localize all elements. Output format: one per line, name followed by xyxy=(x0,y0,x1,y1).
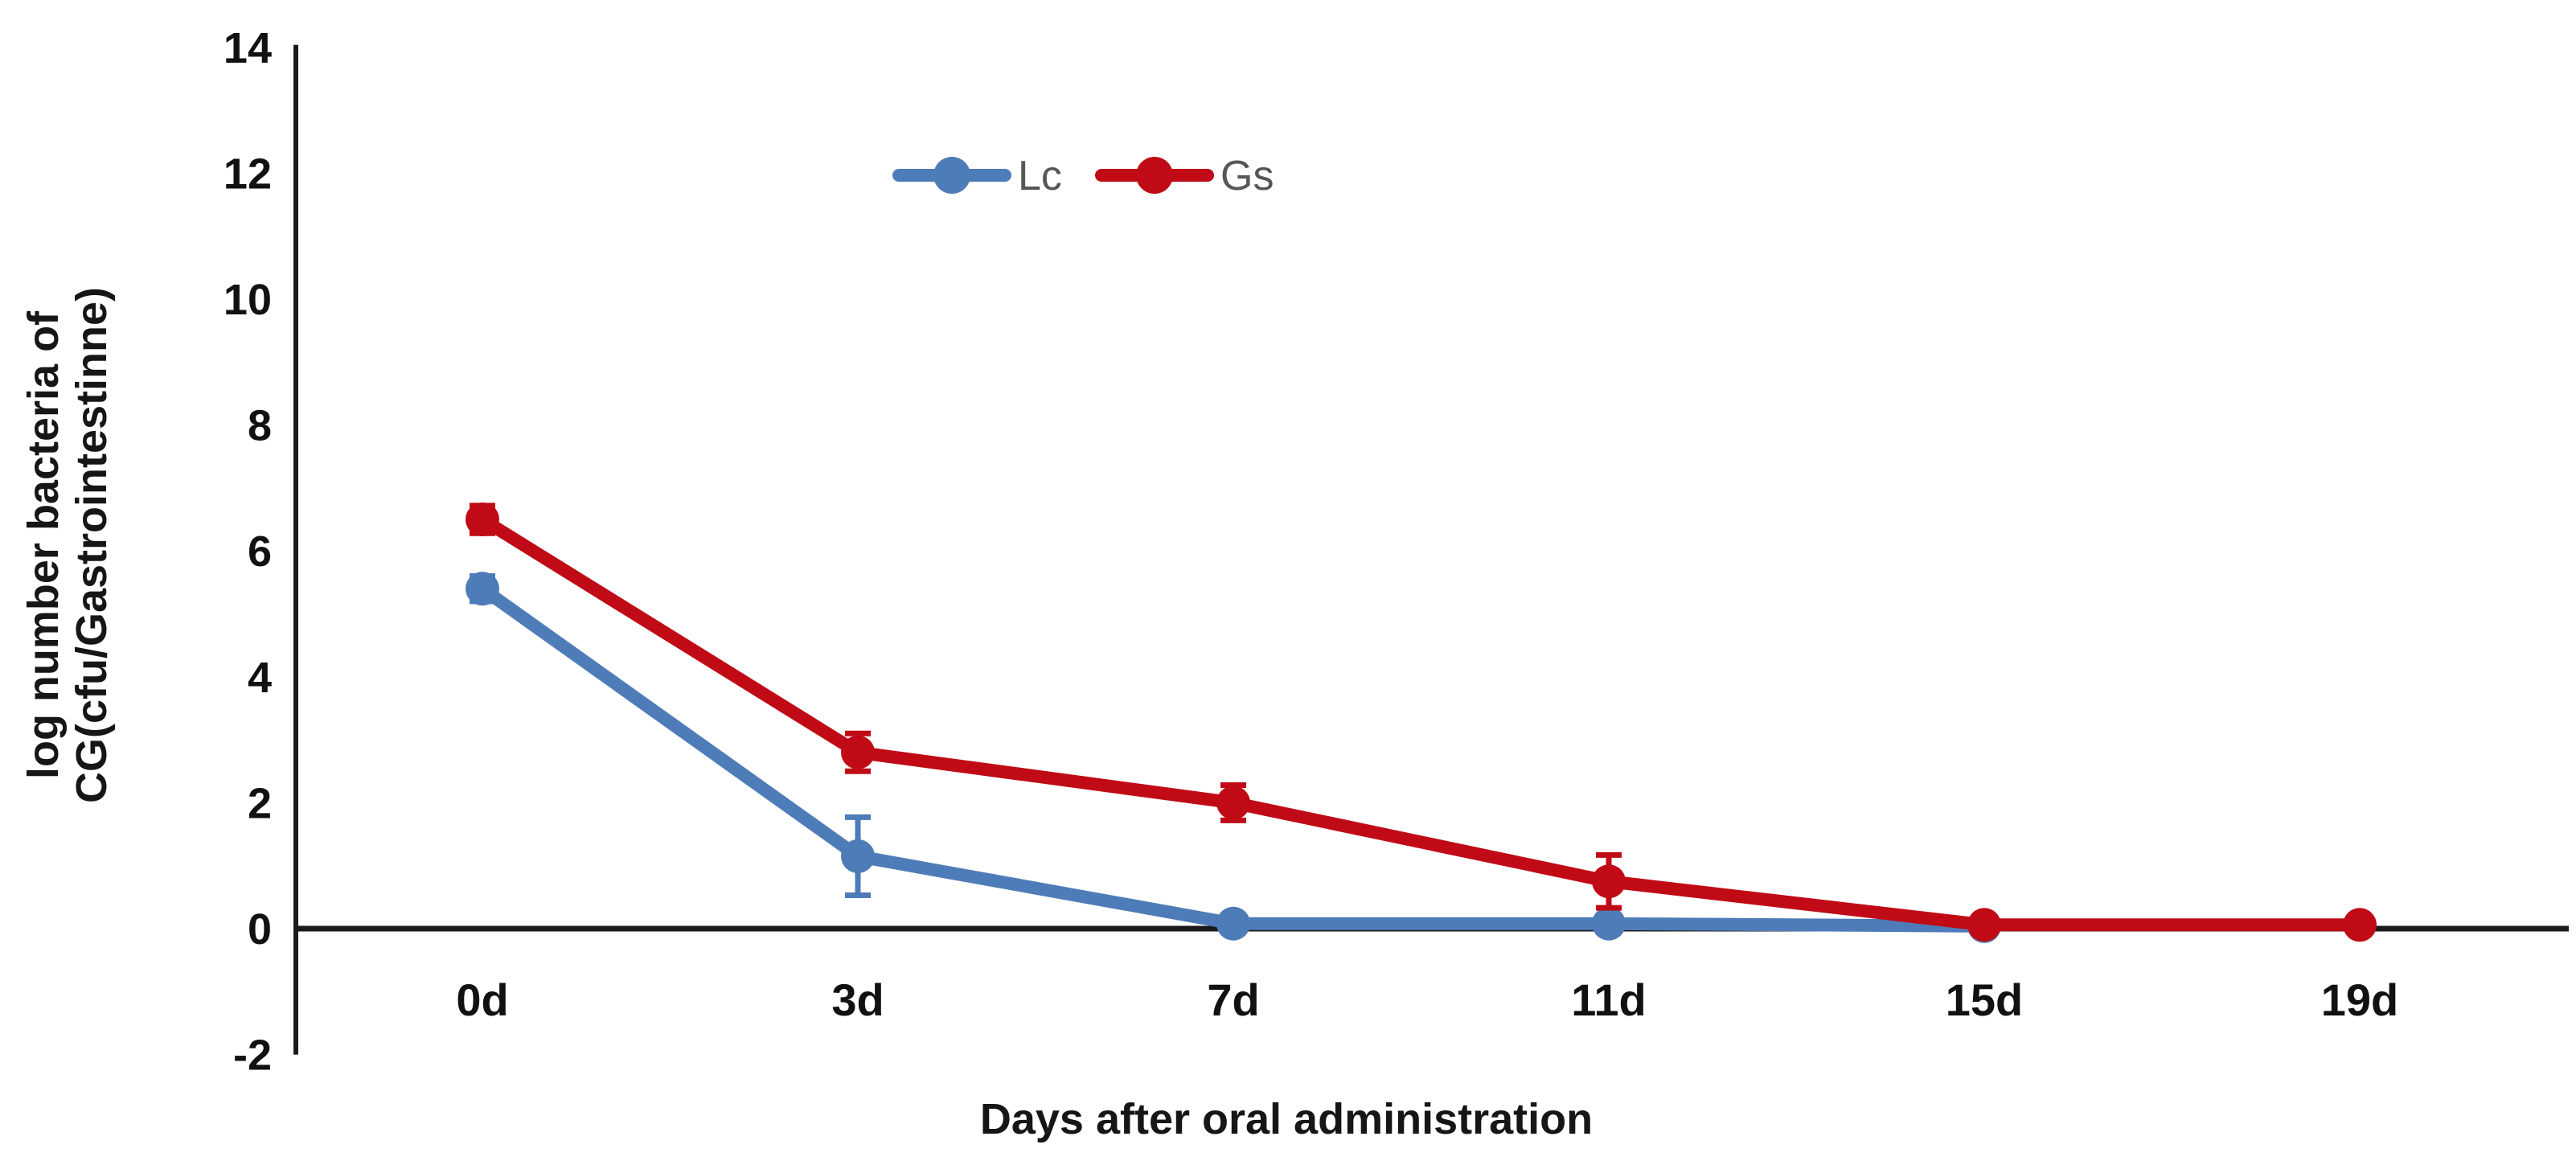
legend-item-Gs: Gs xyxy=(1095,153,1274,199)
y-tick-label: 4 xyxy=(248,654,272,702)
y-axis-title: log number bacteria of CG(cfu/Gastrointe… xyxy=(19,287,116,803)
legend-item-Lc: Lc xyxy=(892,153,1062,199)
y-tick-label: 0 xyxy=(248,905,272,954)
y-tick-label: 8 xyxy=(248,402,272,450)
data-point-Lc-0d xyxy=(466,572,499,606)
data-point-Lc-11d xyxy=(1592,906,1626,941)
data-point-Gs-11d xyxy=(1592,864,1626,899)
y-tick-label: 12 xyxy=(224,150,272,198)
x-tick-label: 7d xyxy=(1207,974,1259,1025)
data-point-Lc-3d xyxy=(841,839,875,873)
legend-marker-dot-Gs xyxy=(1136,157,1173,194)
data-point-Gs-0d xyxy=(466,503,499,537)
data-series xyxy=(466,503,2377,943)
series-line-Gs xyxy=(476,513,2366,932)
x-tick-label: 19d xyxy=(2321,974,2399,1025)
x-tick-label: 0d xyxy=(456,974,508,1025)
y-tick-label: 2 xyxy=(248,779,272,827)
x-tick-label: 15d xyxy=(1946,974,2024,1025)
y-tick-label: 6 xyxy=(248,527,272,576)
y-tick-label: 10 xyxy=(224,276,272,324)
data-point-Gs-19d xyxy=(2343,908,2377,942)
y-axis-title-line1: log number bacteria of xyxy=(19,310,68,779)
data-point-Gs-15d xyxy=(1967,908,2001,942)
x-axis-tick-labels: 0d 3d 7d 11d 15d 19d xyxy=(456,974,2398,1025)
series-line-Lc xyxy=(476,582,1991,933)
legend-label-Gs: Gs xyxy=(1220,153,1274,199)
y-axis-title-line2: CG(cfu/Gastrointestinne) xyxy=(68,287,116,803)
x-tick-label: 11d xyxy=(1571,974,1646,1025)
legend-marker-dot-Lc xyxy=(933,157,970,194)
legend: Lc Gs xyxy=(892,153,1274,199)
axes xyxy=(293,44,2569,1055)
data-point-Gs-3d xyxy=(841,735,875,769)
data-point-Lc-7d xyxy=(1216,906,1250,941)
series-Lc xyxy=(466,572,2001,943)
x-tick-label: 3d xyxy=(831,974,884,1025)
legend-label-Lc: Lc xyxy=(1018,153,1062,199)
series-Gs xyxy=(466,503,2377,942)
y-tick-label: -2 xyxy=(233,1032,272,1080)
y-axis-tick-labels: 14 12 10 8 6 4 2 0 -2 xyxy=(224,24,272,1080)
data-point-Gs-7d xyxy=(1216,786,1250,820)
x-axis-title: Days after oral administration xyxy=(980,1095,1593,1143)
y-tick-label: 14 xyxy=(224,24,272,72)
